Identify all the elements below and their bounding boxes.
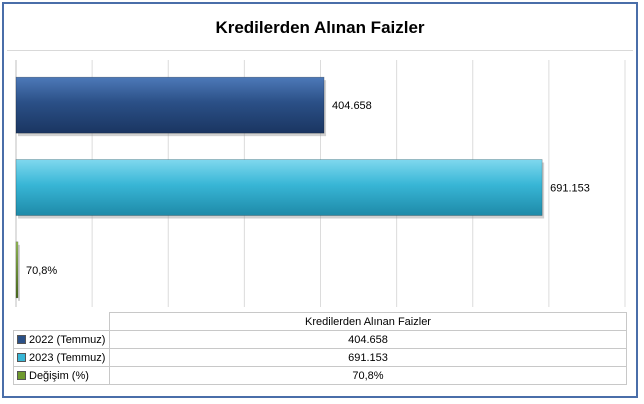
data-table-corner [13, 312, 110, 331]
bars-group [15, 76, 545, 301]
legend-key-2022 [17, 335, 26, 345]
bar-2022 [15, 76, 325, 134]
data-table-cell: 70,8% [109, 366, 627, 385]
data-table-row: 2022 (Temmuz) 404.658 [13, 330, 627, 349]
legend-label: 2022 (Temmuz) [29, 333, 106, 346]
data-table-cell: 404.658 [109, 330, 627, 349]
data-table-header-row: Kredilerden Alınan Faizler [13, 312, 627, 331]
data-table-row: Değişim (%) 70,8% [13, 366, 627, 385]
legend-label: Değişim (%) [29, 369, 89, 382]
data-label: 404.658 [332, 100, 372, 112]
data-table: Kredilerden Alınan Faizler 2022 (Temmuz)… [13, 312, 627, 385]
data-table-row: 2023 (Temmuz) 691.153 [13, 348, 627, 367]
data-label: 70,8% [26, 265, 57, 277]
bar-2023 [15, 159, 543, 216]
data-table-cell: 691.153 [109, 348, 627, 367]
data-label: 691.153 [550, 183, 590, 195]
chart-title: Kredilerden Alınan Faizler [215, 18, 425, 37]
bar-change [15, 241, 19, 299]
legend-key-change [17, 371, 26, 381]
data-labels-group: 404.658 691.153 70,8% [26, 100, 590, 277]
legend-label: 2023 (Temmuz) [29, 351, 106, 364]
title-divider [7, 50, 633, 51]
legend-key-2023 [17, 353, 26, 363]
bar-change-shadow [18, 244, 20, 301]
data-table-header: Kredilerden Alınan Faizler [109, 312, 627, 331]
